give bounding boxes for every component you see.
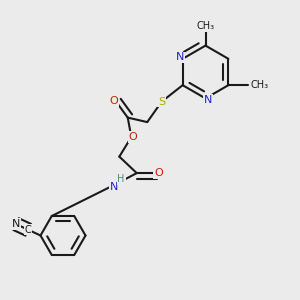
Text: S: S	[158, 97, 165, 107]
Text: CH₃: CH₃	[250, 80, 268, 90]
Text: C: C	[25, 225, 32, 235]
Text: N: N	[110, 182, 118, 193]
Text: N: N	[176, 52, 184, 62]
Text: O: O	[128, 132, 137, 142]
Text: H: H	[117, 174, 125, 184]
Text: O: O	[110, 96, 118, 106]
Text: N: N	[12, 219, 20, 229]
Text: O: O	[154, 168, 163, 178]
Text: N: N	[204, 95, 212, 105]
Text: CH₃: CH₃	[196, 21, 214, 31]
